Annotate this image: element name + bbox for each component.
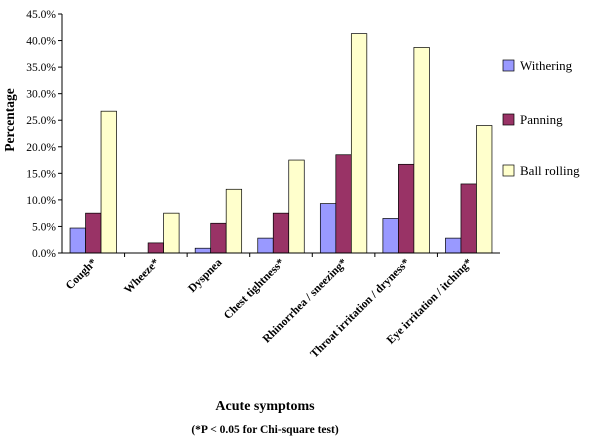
legend-label: Withering bbox=[520, 58, 573, 73]
bars bbox=[69, 33, 493, 254]
bar-panning bbox=[210, 222, 227, 254]
y-tick-label: 15.0% bbox=[26, 168, 56, 180]
bar-withering bbox=[69, 227, 86, 254]
bar-panning bbox=[398, 163, 415, 254]
y-tick-label: 0.0% bbox=[32, 248, 56, 260]
bar-withering bbox=[194, 247, 212, 254]
bar-ball-rolling bbox=[100, 110, 117, 254]
y-tick-label: 40.0% bbox=[26, 36, 56, 48]
bar-panning bbox=[272, 212, 290, 254]
y-tick-label: 35.0% bbox=[26, 62, 56, 74]
bar-ball-rolling bbox=[225, 188, 243, 254]
y-tick-label: 45.0% bbox=[26, 9, 56, 21]
bar-panning bbox=[147, 242, 164, 254]
bar-ball-rolling bbox=[163, 212, 180, 254]
y-axis-label: Percentage bbox=[2, 88, 17, 151]
x-category-label: Dyspnea bbox=[186, 256, 224, 294]
bar-ball-rolling bbox=[413, 47, 430, 254]
y-tick-label: 25.0% bbox=[26, 115, 56, 127]
bar-withering bbox=[319, 203, 337, 254]
x-axis-label: Acute symptoms bbox=[215, 399, 315, 414]
bar-withering bbox=[257, 237, 274, 254]
y-axis-ticks: 0.0% 5.0% 10.0% 15.0% 20.0% 25.0% 30.0% 35.0% 40… bbox=[26, 9, 62, 260]
x-category-label: Throat irritation / dryness* bbox=[308, 256, 412, 360]
legend-swatch bbox=[502, 59, 515, 72]
x-category-label: Cough* bbox=[64, 256, 100, 292]
legend-label: Ball rolling bbox=[520, 163, 580, 178]
legend-swatch bbox=[502, 113, 515, 126]
y-tick-label: 30.0% bbox=[26, 89, 56, 101]
significance-note: (*P < 0.05 for Chi-square test) bbox=[191, 424, 338, 436]
legend: Withering Panning Ball rolling bbox=[502, 58, 580, 178]
y-tick-label: 5.0% bbox=[32, 221, 56, 233]
bar-ball-rolling bbox=[350, 33, 368, 254]
bar-panning bbox=[85, 212, 102, 254]
y-tick-label: 10.0% bbox=[26, 195, 56, 207]
legend-swatch bbox=[502, 164, 515, 177]
bar-ball-rolling bbox=[476, 125, 493, 254]
bar-ball-rolling bbox=[288, 159, 305, 254]
x-category-label: Chest tightness* bbox=[222, 256, 287, 321]
bar-panning bbox=[335, 154, 352, 254]
legend-label: Panning bbox=[520, 112, 563, 127]
bar-withering bbox=[445, 237, 462, 254]
y-tick-label: 20.0% bbox=[26, 142, 56, 154]
bar-withering bbox=[382, 218, 399, 254]
x-category-label: Wheeze* bbox=[122, 256, 162, 296]
bar-panning bbox=[460, 183, 477, 254]
